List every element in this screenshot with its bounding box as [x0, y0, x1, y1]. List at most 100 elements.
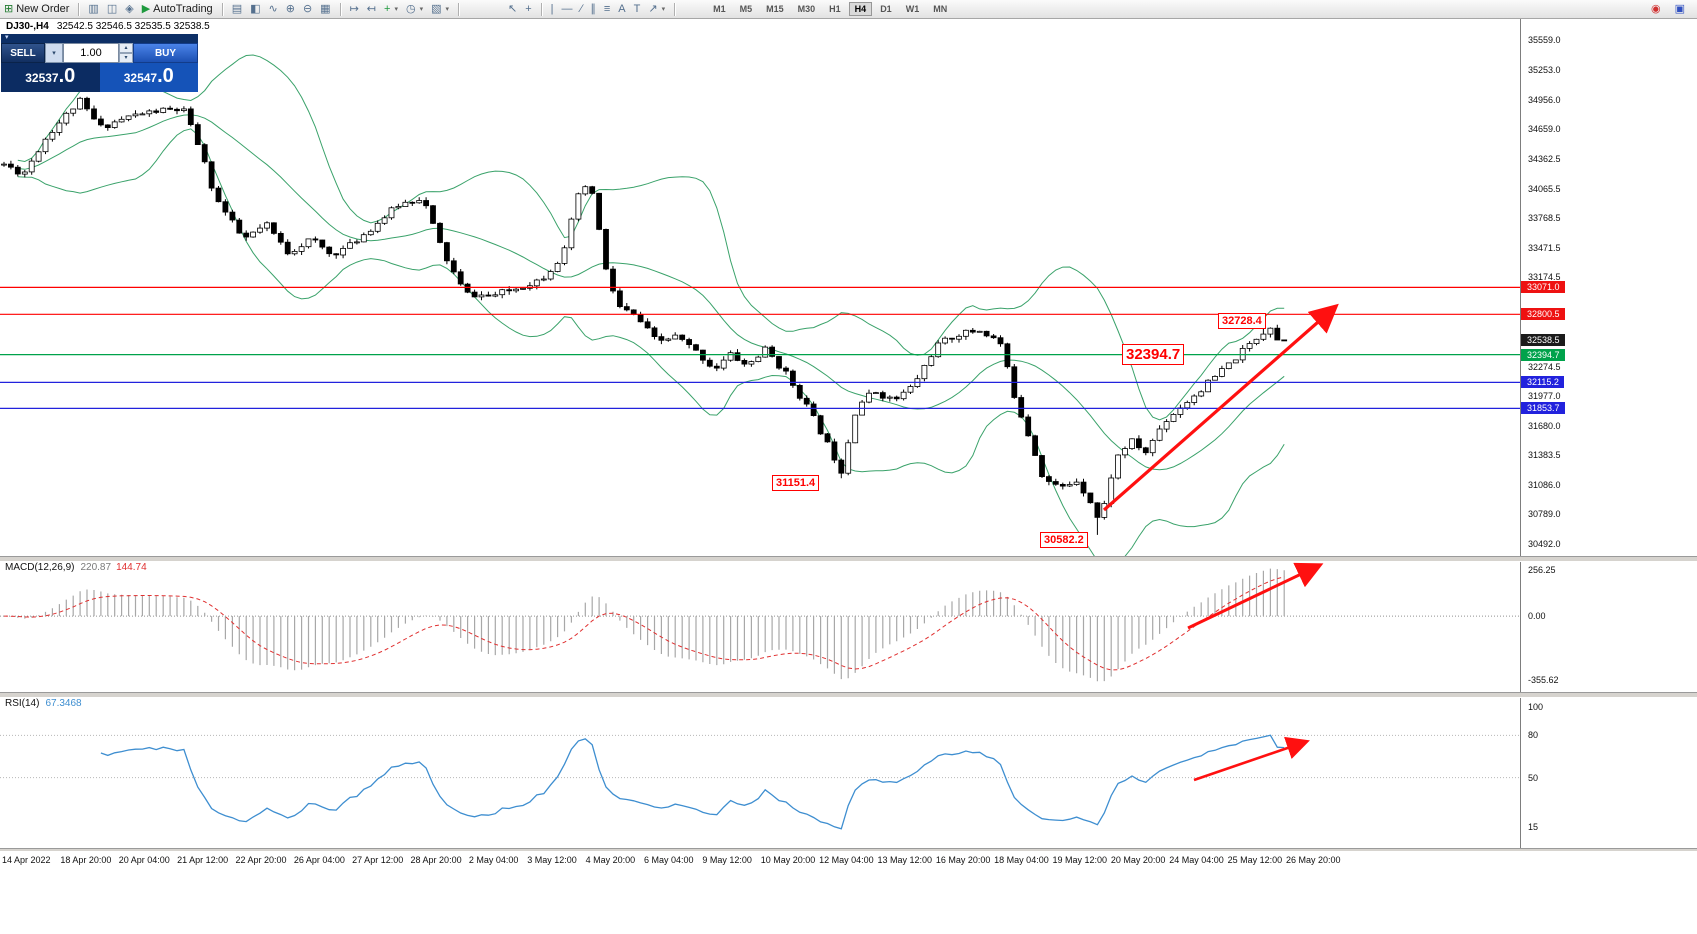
- chart-shift-button[interactable]: ↤: [363, 1, 380, 17]
- bar-chart-icon: ▤: [231, 3, 243, 15]
- volume-dropdown-icon[interactable]: ▾: [45, 43, 63, 63]
- bollinger-middle-band: [17, 114, 1285, 471]
- horizontal-line-icon: —: [561, 3, 573, 15]
- chart-shift-icon: ↤: [366, 3, 376, 15]
- trend-arrow[interactable]: [1102, 303, 1339, 512]
- market-watch-icon: ◫: [106, 3, 118, 15]
- timeframe-h4-button[interactable]: H4: [848, 2, 873, 16]
- price-axis-label: 34362.5: [1528, 153, 1561, 164]
- volume-input[interactable]: [63, 43, 119, 63]
- price-annotation[interactable]: 30582.2: [1040, 532, 1088, 548]
- rsi-axis[interactable]: 100 80 50 15: [1520, 696, 1697, 848]
- panel-splitter[interactable]: [0, 556, 1697, 562]
- bar-chart-button[interactable]: ▤: [228, 1, 246, 17]
- autotrading-button[interactable]: ▶ AutoTrading: [138, 1, 217, 17]
- sell-price[interactable]: 32537.0: [1, 63, 100, 92]
- price-axis-label: 33174.5: [1528, 272, 1561, 283]
- templates-button[interactable]: ▧ ▾: [427, 1, 453, 17]
- panel-splitter[interactable]: [0, 848, 1697, 852]
- rsi-panel: RSI(14) 67.3468 100 80 50 15: [0, 696, 1697, 848]
- volume-stepper: ▴ ▾: [119, 43, 133, 63]
- bollinger-upper-band: [17, 54, 1285, 421]
- price-annotation[interactable]: 32728.4: [1218, 313, 1266, 329]
- arrows-button[interactable]: ↗ ▾: [644, 1, 669, 17]
- volume-up-icon[interactable]: ▴: [119, 43, 133, 53]
- toolbar-left-group: ⊞ New Order ▥ ◫ ◈ ▶ AutoTrading ▤ ◧ ∿ ⊕ ⊖ ▦ ↦ ↤ + ▾ ◷ ▾ ▧ ▾ ↖…: [0, 0, 954, 18]
- timeframe-h1-button[interactable]: H1: [829, 4, 841, 14]
- macd-axis[interactable]: 256.25 0.00 -355.62: [1520, 560, 1697, 692]
- buy-price-big: .0: [157, 65, 174, 87]
- sell-button[interactable]: SELL: [1, 43, 45, 63]
- rsi-value: 67.3468: [45, 698, 82, 709]
- sell-price-big: .0: [58, 65, 76, 87]
- panel-splitter[interactable]: [0, 692, 1697, 698]
- timeframe-d1-button[interactable]: D1: [880, 4, 892, 14]
- price-axis-label: 31086.0: [1528, 479, 1561, 490]
- autotrading-button-label: AutoTrading: [153, 3, 213, 15]
- navigator-button[interactable]: ◈: [121, 1, 137, 17]
- market-watch-button[interactable]: ◫: [103, 1, 121, 17]
- price-axis-label: 35559.0: [1528, 35, 1561, 45]
- timeframe-m1-button[interactable]: M1: [713, 4, 726, 14]
- timeframe-m30-button[interactable]: M30: [797, 4, 816, 14]
- buy-price[interactable]: 32547.0: [99, 63, 198, 92]
- cursor-button[interactable]: ↖: [504, 1, 521, 17]
- buy-button[interactable]: BUY: [133, 43, 198, 63]
- charts-button[interactable]: ▥: [84, 1, 102, 17]
- time-axis-label: 20 May 20:00: [1110, 855, 1166, 865]
- trendline-button[interactable]: ∕: [577, 1, 587, 17]
- price-annotation[interactable]: 32394.7: [1122, 344, 1185, 365]
- candlestick-chart[interactable]: [0, 18, 1520, 556]
- candlestick-chart-button[interactable]: ◧: [246, 1, 264, 17]
- vertical-line-button[interactable]: |: [547, 1, 558, 17]
- indicators-button[interactable]: + ▾: [380, 1, 402, 17]
- layout-button[interactable]: ▣: [1671, 1, 1689, 17]
- tile-windows-button[interactable]: ▦: [316, 1, 334, 17]
- periods-button[interactable]: ◷ ▾: [402, 1, 427, 17]
- new-order-button[interactable]: ⊞ New Order: [0, 1, 73, 17]
- channel-button[interactable]: ∥: [586, 1, 600, 17]
- horizontal-line-button[interactable]: —: [558, 1, 577, 17]
- time-axis-label: 19 May 12:00: [1052, 855, 1108, 865]
- one-click-collapse-icon[interactable]: ▾: [1, 34, 198, 43]
- line-chart-button[interactable]: ∿: [265, 1, 282, 17]
- zoom-out-button[interactable]: ⊖: [299, 1, 316, 17]
- macd-axis-label: 256.25: [1528, 565, 1556, 576]
- auto-scroll-button[interactable]: ↦: [346, 1, 363, 17]
- macd-trend-arrow[interactable]: [1187, 562, 1324, 630]
- time-axis-label: 21 Apr 12:00: [177, 855, 229, 865]
- macd-value: 220.87: [80, 562, 112, 573]
- timeframe-w1-button[interactable]: W1: [905, 4, 920, 14]
- label-button[interactable]: T: [630, 1, 645, 17]
- fibonacci-button[interactable]: ≡: [600, 1, 614, 17]
- rsi-trend-arrow[interactable]: [1193, 736, 1310, 782]
- help-button[interactable]: ◉: [1647, 1, 1665, 17]
- chevron-down-icon: ▾: [661, 6, 666, 13]
- time-axis[interactable]: 14 Apr 2022 18 Apr 20:00 20 Apr 04:00 21 Ap…: [0, 851, 1697, 869]
- channel-icon: ∥: [590, 3, 596, 15]
- toolbar-separator: [339, 2, 341, 16]
- resistance-price-label: 33071.0: [1521, 281, 1565, 294]
- volume-down-icon[interactable]: ▾: [119, 53, 133, 63]
- sell-price-main: 32537: [25, 71, 59, 85]
- time-axis-label: 26 Apr 04:00: [293, 855, 345, 865]
- time-axis-label: 20 Apr 04:00: [118, 855, 170, 865]
- price-axis-label: 31680.0: [1528, 420, 1561, 431]
- label-icon: T: [633, 3, 641, 15]
- price-annotation[interactable]: 31151.4: [772, 475, 820, 491]
- zoom-in-button[interactable]: ⊕: [282, 1, 299, 17]
- macd-label: MACD(12,26,9) 220.87 144.74: [5, 562, 147, 573]
- price-axis-label: 31977.0: [1528, 391, 1561, 402]
- timeframe-m5-button[interactable]: M5: [739, 4, 753, 14]
- price-axis[interactable]: 35559.0 35253.0 34956.0 34659.0 34362.5 34065…: [1520, 18, 1697, 556]
- rsi-axis-label: 80: [1528, 730, 1539, 741]
- chevron-down-icon: ▾: [445, 6, 449, 13]
- arrow-up-right-icon: ↗: [648, 3, 658, 15]
- toolbar-separator: [540, 2, 542, 16]
- text-button[interactable]: A: [614, 1, 629, 17]
- vertical-line-icon: |: [550, 3, 554, 15]
- timeframe-mn-button[interactable]: MN: [933, 4, 948, 14]
- timeframe-m15-button[interactable]: M15: [766, 4, 784, 14]
- crosshair-button[interactable]: +: [521, 1, 535, 17]
